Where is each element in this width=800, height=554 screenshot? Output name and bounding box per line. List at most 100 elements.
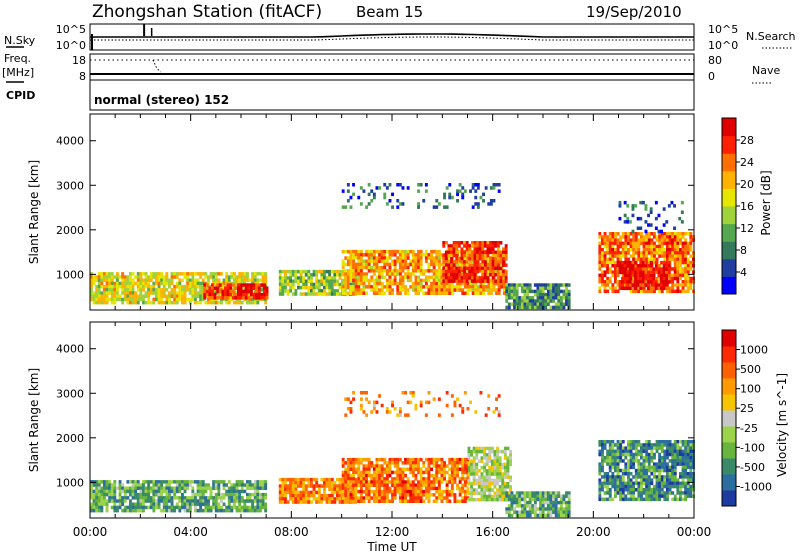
range-gate-cell [554,286,558,290]
range-gate-cell [503,481,507,486]
freq-unit: [MHz] [2,66,34,79]
range-gate-cell [461,195,465,200]
range-gate-cell [265,289,269,294]
range-gate-cell [608,497,612,502]
range-gate-cell [552,296,555,300]
range-gate-cell [152,284,156,289]
range-gate-cell [307,269,311,274]
range-gate-cell [108,281,112,286]
range-gate-cell [437,278,441,283]
range-gate-cell [515,494,519,498]
range-gate-cell [388,291,392,295]
range-gate-cell [243,489,247,494]
range-gate-cell [486,244,490,248]
range-gate-cell [489,250,492,255]
range-gate-cell [632,494,636,498]
range-gate-cell [170,496,174,500]
range-gate-cell [188,272,192,276]
range-gate-cell [378,281,381,286]
range-gate-cell [611,497,615,502]
range-gate-cell [367,480,371,484]
range-gate-cell [601,484,604,489]
range-gate-cell [349,272,353,276]
range-gate-cell [637,257,641,262]
range-gate-cell [349,285,353,289]
range-gate-cell [362,464,366,468]
range-gate-cell [437,285,441,289]
range-gate-cell [601,440,604,444]
range-gate-cell [126,291,130,295]
range-gate-cell [404,457,407,462]
range-gate-cell [396,269,400,273]
range-gate-cell [632,440,636,444]
range-gate-cell [489,241,492,245]
range-gate-cell [312,292,316,296]
range-gate-cell [162,502,166,506]
range-gate-cell [370,278,374,283]
range-gate-cell [681,260,685,265]
range-gate-cell [385,202,389,206]
range-gate-cell [406,256,410,260]
range-gate-cell [328,484,332,488]
range-gate-cell [422,269,426,273]
range-gate-cell [404,249,407,254]
range-gate-cell [100,281,104,286]
range-gate-cell [603,440,607,444]
range-gate-cell [294,481,298,485]
range-gate-cell [666,251,669,255]
range-gate-cell [440,253,444,257]
range-gate-cell [628,270,632,275]
range-gate-cell [624,244,628,249]
range-gate-cell [367,483,371,487]
range-gate-cell [134,480,138,484]
range-gate-cell [147,278,151,282]
range-gate-cell [536,305,540,310]
range-gate-cell [562,292,566,297]
range-gate-cell [284,500,287,504]
range-gate-cell [123,492,127,497]
range-gate-cell [352,183,355,187]
range-gate-cell [370,496,374,500]
range-gate-cell [385,272,389,276]
range-gate-cell [393,496,397,500]
range-gate-cell [640,462,643,466]
range-gate-cell [188,508,192,513]
range-gate-cell [385,285,389,289]
range-gate-cell [352,461,355,465]
range-gate-cell [642,446,646,450]
range-gate-cell [515,504,519,508]
range-gate-cell [676,257,680,262]
range-gate-cell [238,275,242,279]
range-gate-cell [621,261,624,265]
range-gate-cell [509,488,512,492]
range-gate-cell [152,272,156,276]
range-gate-cell [357,278,361,283]
range-gate-cell [483,497,486,502]
range-gate-cell [354,499,358,503]
range-gate-cell [338,487,342,491]
range-gate-cell [541,504,545,508]
range-gate-cell [469,278,472,283]
range-gate-cell [526,302,529,306]
range-gate-cell [455,247,459,251]
range-gate-cell [619,235,623,239]
range-gate-cell [108,284,112,289]
range-gate-cell [365,291,368,295]
range-gate-cell [244,289,248,294]
range-gate-cell [251,278,255,282]
range-gate-cell [469,288,472,292]
range-gate-cell [352,256,355,260]
range-gate-cell [689,244,693,249]
range-gate-cell [504,247,508,251]
range-gate-cell [614,280,617,284]
range-gate-cell [243,272,247,276]
range-gate-cell [518,296,522,300]
range-gate-cell [513,292,516,297]
range-gate-cell [611,478,615,482]
range-gate-cell [640,289,643,294]
range-gate-cell [302,276,306,280]
range-gate-cell [637,286,641,290]
range-gate-cell [349,249,353,254]
range-gate-cell [654,286,658,291]
range-gate-cell [220,499,223,503]
